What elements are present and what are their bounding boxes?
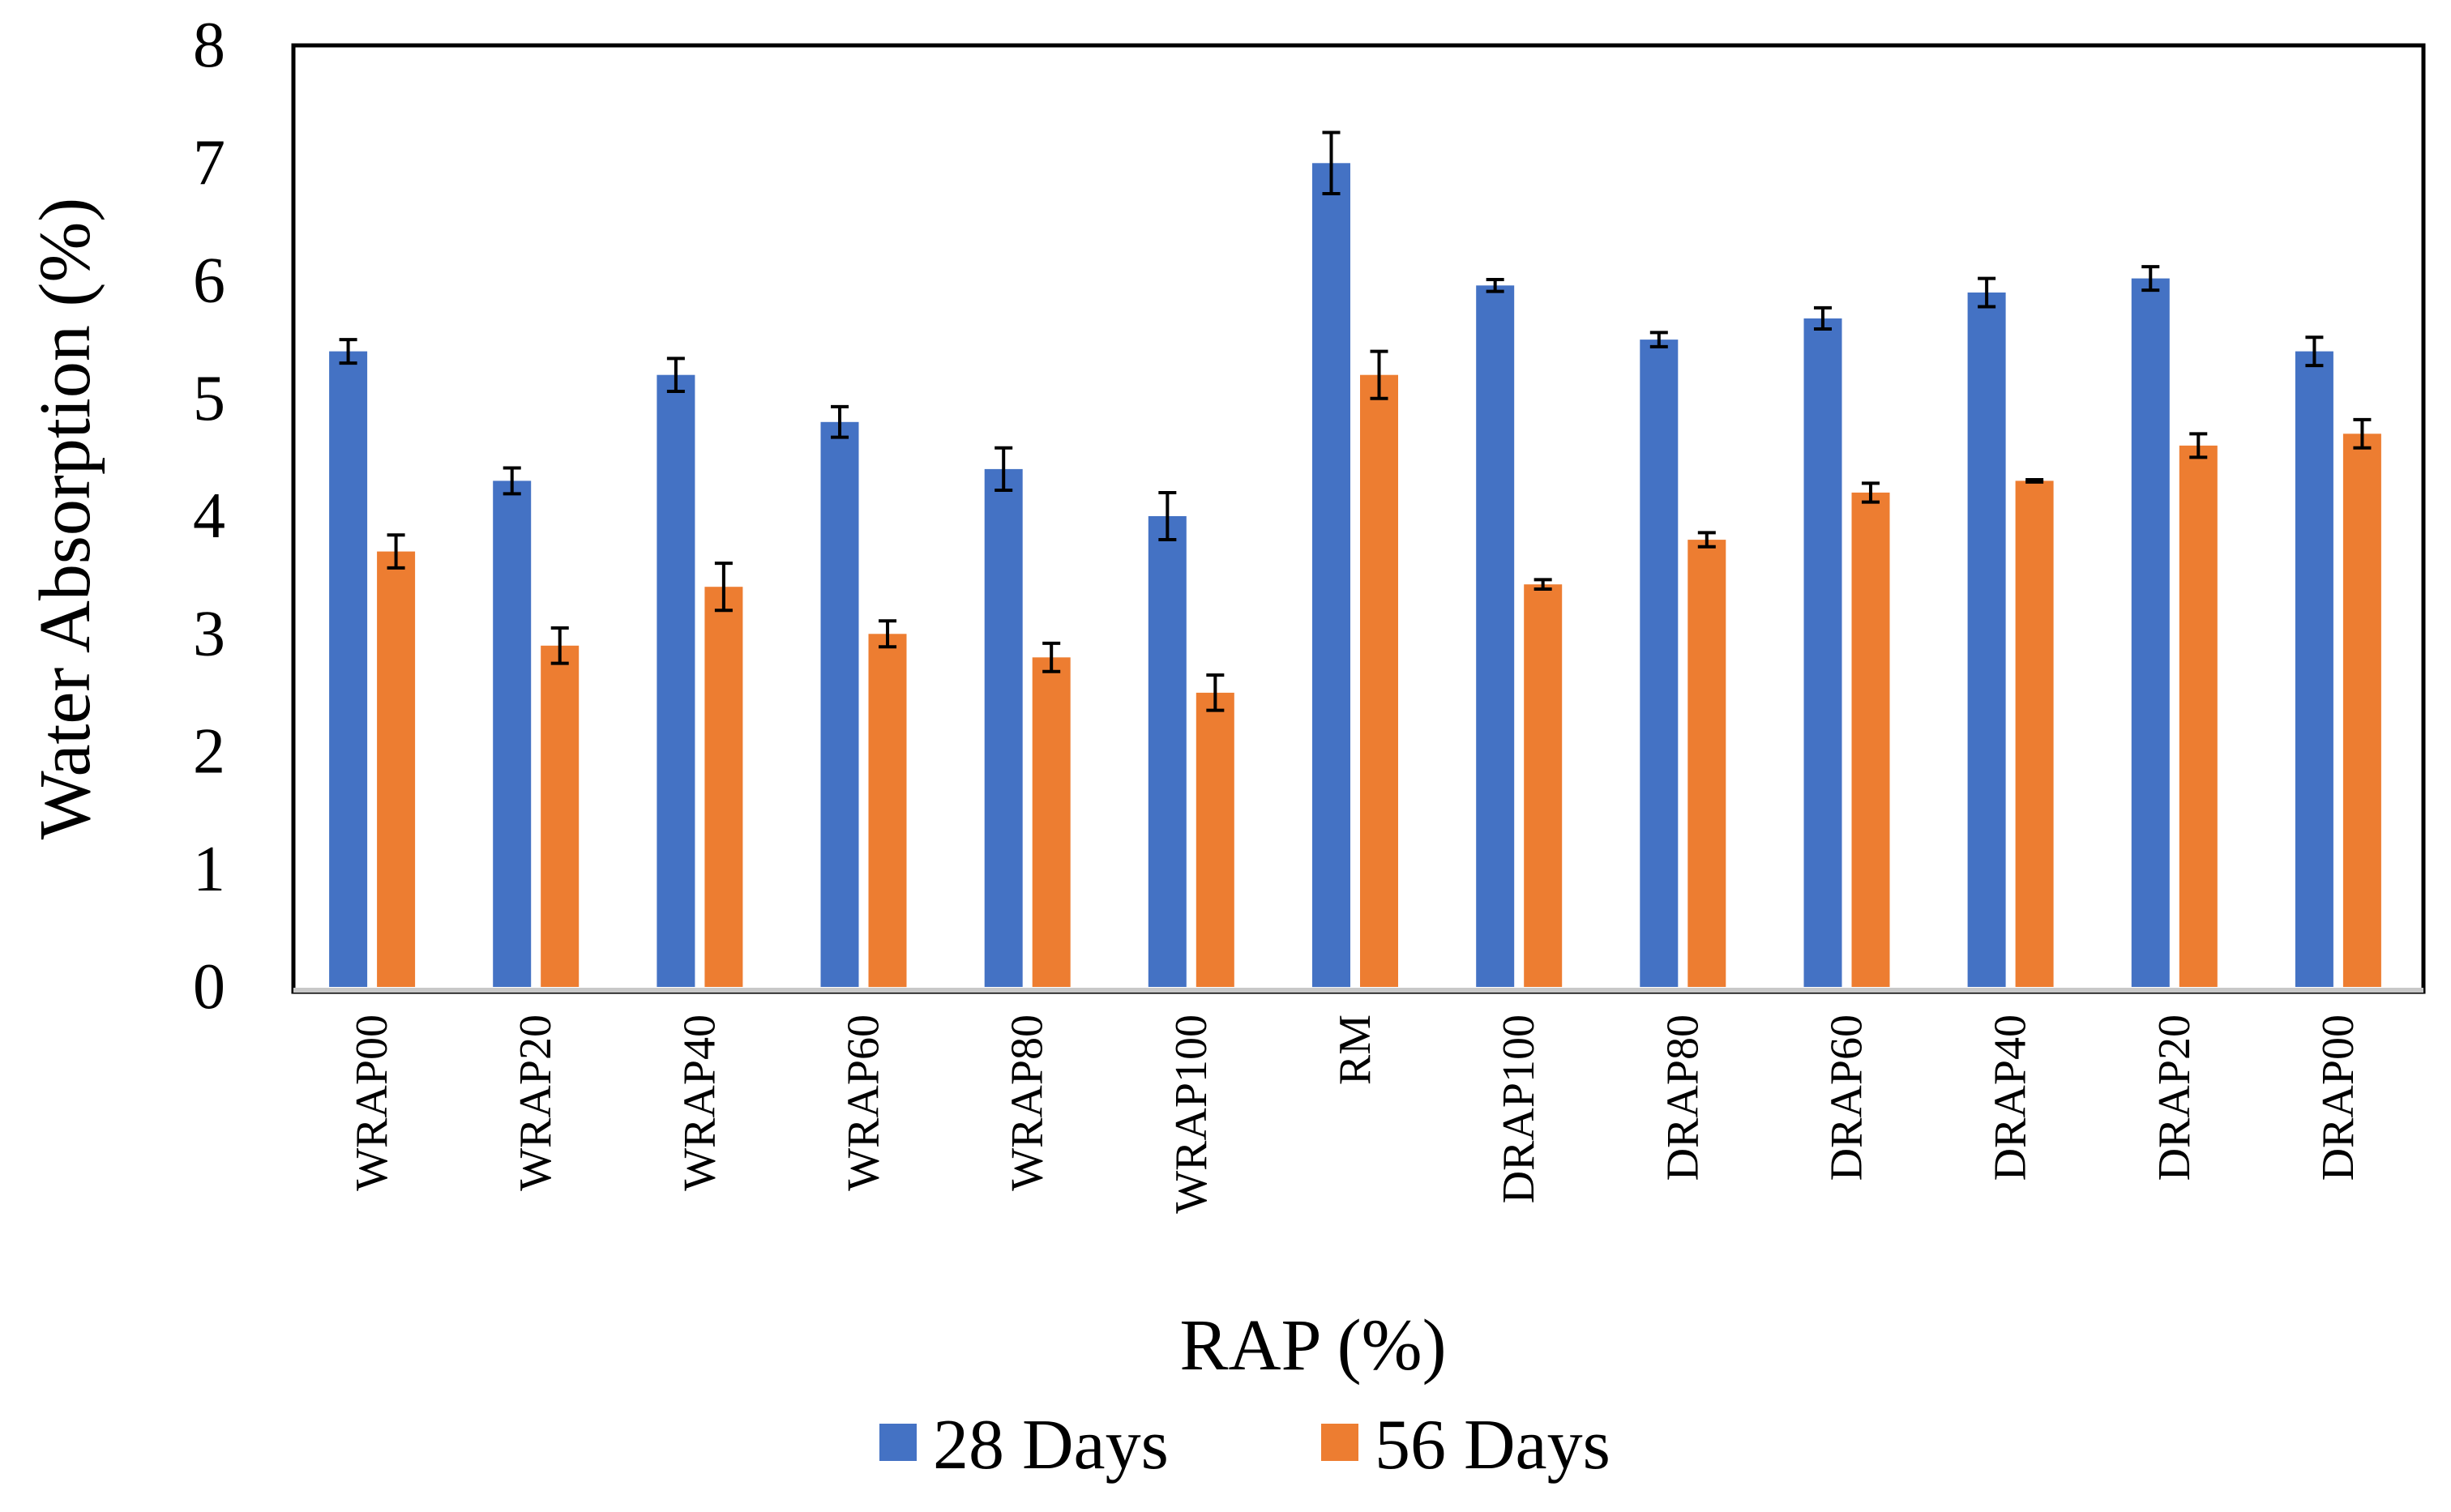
- error-bar: [1158, 490, 1177, 542]
- x-axis-label: RAP (%): [1179, 1305, 1446, 1386]
- error-bar: [831, 404, 849, 439]
- bar-56-days-rm: [1360, 374, 1398, 987]
- y-tick-label: 1: [193, 834, 225, 905]
- bar-28-days-rm: [1312, 163, 1350, 988]
- bar-56-days-drap80: [1687, 540, 1726, 987]
- x-tick-label: WRAP60: [839, 1014, 889, 1191]
- x-tick-labels: WRAP00 WRAP20 WRAP40 WRAP60 WRAP80 WRAP100 RM D…: [347, 1014, 2363, 1214]
- bar-56-days-drap20: [2179, 445, 2218, 987]
- error-bar: [1206, 673, 1225, 712]
- bar-56-days-drap60: [1851, 492, 1890, 987]
- error-bar: [2305, 335, 2324, 368]
- y-tick-label: 3: [193, 598, 225, 669]
- bar-28-days-wrap60: [820, 421, 859, 987]
- bar-28-days-drap60: [1803, 318, 1842, 987]
- error-bar: [1322, 130, 1341, 196]
- y-tick-label: 6: [193, 246, 225, 317]
- bar-28-days-drap40: [1967, 293, 2006, 987]
- bar-56-days-wrap60: [868, 634, 907, 988]
- bar-28-days-drap80: [1640, 340, 1679, 988]
- error-bar: [714, 562, 733, 613]
- error-bar: [1861, 481, 1880, 504]
- legend-swatch-56-days: [1321, 1424, 1358, 1461]
- y-axis-label: Water Absorption (%): [25, 198, 105, 840]
- bar-28-days-wrap100: [1148, 516, 1187, 987]
- bar-56-days-wrap40: [704, 587, 743, 987]
- y-tick-labels: 0 1 2 3 4 5 6 7 8: [193, 10, 225, 1023]
- y-tick-label: 8: [193, 10, 225, 81]
- legend-label-56-days: 56 Days: [1375, 1406, 1610, 1484]
- x-tick-label: DRAP20: [2149, 1014, 2200, 1181]
- x-tick-label: RM: [1330, 1014, 1380, 1085]
- bar-28-days-wrap00: [329, 351, 368, 988]
- x-tick-label: WRAP100: [1166, 1014, 1217, 1214]
- bar-56-days-wrap20: [541, 645, 580, 987]
- legend: 28 Days 56 Days: [879, 1406, 1610, 1484]
- bar-28-days-wrap40: [657, 374, 695, 987]
- error-bar: [995, 446, 1013, 493]
- y-tick-label: 2: [193, 716, 225, 788]
- bars-layer: [329, 163, 2381, 988]
- error-bar: [1649, 331, 1668, 348]
- bar-56-days-drap100: [1524, 584, 1563, 987]
- error-bars-layer: [339, 130, 2372, 712]
- error-bar: [339, 338, 357, 365]
- bar-28-days-drap100: [1476, 285, 1515, 987]
- error-bar: [2141, 265, 2160, 293]
- legend-label-28-days: 28 Days: [933, 1406, 1169, 1484]
- error-bar: [2353, 417, 2372, 450]
- error-bar: [1042, 641, 1061, 673]
- error-bar: [1813, 305, 1832, 331]
- x-tick-label: DRAP80: [1658, 1014, 1708, 1181]
- error-bar: [879, 619, 897, 649]
- error-bar: [1697, 531, 1716, 549]
- y-tick-label: 0: [193, 951, 225, 1023]
- legend-swatch-28-days: [879, 1424, 917, 1461]
- bar-56-days-wrap100: [1196, 692, 1234, 987]
- x-tick-label: WRAP00: [347, 1014, 397, 1191]
- bar-28-days-drap20: [2131, 278, 2170, 988]
- x-tick-label: WRAP20: [511, 1014, 561, 1191]
- error-bar: [1486, 278, 1504, 293]
- error-bar: [1533, 578, 1552, 592]
- x-tick-label: WRAP40: [674, 1014, 725, 1191]
- bar-56-days-wrap00: [377, 551, 416, 987]
- bar-28-days-drap00: [2295, 351, 2333, 988]
- error-bar: [1370, 349, 1388, 400]
- y-tick-label: 5: [193, 363, 225, 434]
- error-bar: [666, 357, 685, 394]
- bar-56-days-wrap80: [1032, 657, 1071, 987]
- bar-56-days-drap40: [2015, 481, 2054, 987]
- error-bar: [2025, 477, 2044, 484]
- bar-28-days-wrap80: [984, 468, 1023, 987]
- error-bar: [503, 466, 521, 496]
- plot-frame: [291, 43, 2426, 994]
- x-tick-label: DRAP00: [2313, 1014, 2363, 1181]
- x-tick-label: DRAP40: [1986, 1014, 2036, 1181]
- y-tick-label: 4: [193, 481, 225, 552]
- error-bar: [550, 626, 569, 665]
- error-bar: [2189, 432, 2208, 459]
- error-bar: [1978, 276, 1996, 309]
- bar-28-days-wrap20: [493, 481, 532, 987]
- x-tick-label: DRAP100: [1494, 1014, 1544, 1203]
- x-tick-label: DRAP60: [1822, 1014, 1872, 1181]
- x-tick-label: WRAP80: [1003, 1014, 1053, 1191]
- bar-56-days-drap00: [2342, 434, 2381, 987]
- error-bar: [387, 533, 405, 570]
- y-tick-label: 7: [193, 127, 225, 199]
